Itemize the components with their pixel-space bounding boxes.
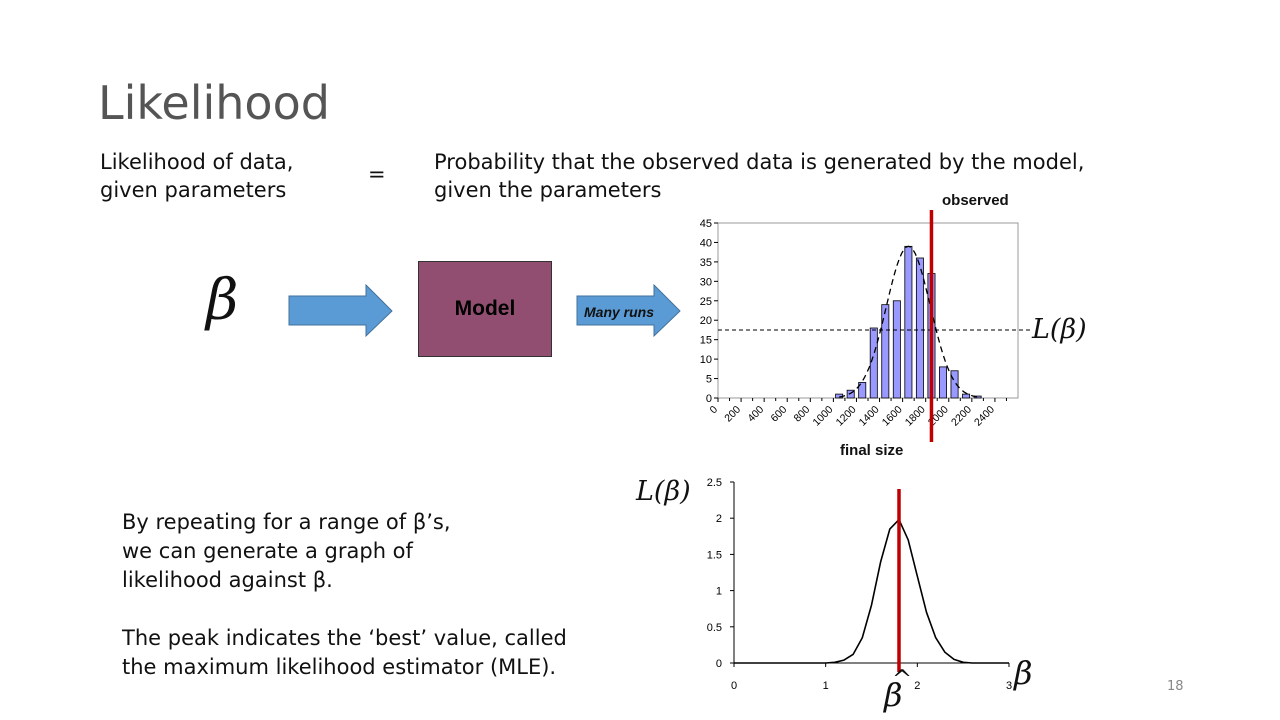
x-tick-label: 800 — [792, 404, 813, 425]
y-tick-label: 40 — [700, 237, 712, 249]
hat-accent: ^ — [892, 665, 913, 693]
histogram-bar — [962, 393, 971, 399]
y-tick-label: 1.5 — [707, 549, 722, 561]
y-tick-label: 2.5 — [707, 477, 722, 489]
x-tick-label: 2 — [914, 680, 920, 692]
x-tick-label: 1600 — [880, 404, 905, 429]
slide-number: 18 — [1167, 679, 1184, 694]
x-tick-label: 3 — [1006, 680, 1012, 692]
y-tick-label: 1 — [716, 586, 722, 598]
histogram-bar — [915, 257, 924, 399]
y-tick-label: 20 — [700, 315, 712, 327]
x-tick-label: 1000 — [811, 404, 836, 429]
x-tick-label: 1200 — [834, 404, 859, 429]
explanation-mle: The peak indicates the ‘best’ value, cal… — [122, 626, 567, 679]
y-tick-label: 0 — [716, 658, 722, 670]
histogram-bar — [858, 382, 867, 399]
x-tick-label: 2200 — [949, 404, 974, 429]
likelihood-curve-chart: 0 0.5 1 1.5 2 2.5 0 1 2 3 — [707, 477, 1012, 692]
x-tick-label: 200 — [722, 404, 743, 425]
y-tick-label: 2 — [716, 513, 722, 525]
y-tick-label: 0.5 — [707, 622, 722, 634]
beta-symbol: β — [206, 268, 239, 333]
observed-label: observed — [942, 192, 1009, 209]
y-tick-label: 45 — [700, 218, 712, 230]
slide-title: Likelihood — [98, 76, 330, 130]
beta-hat-label: β — [884, 676, 903, 714]
x-tick-label: 0 — [708, 404, 721, 417]
histogram-bar — [881, 304, 890, 399]
x-tick-label: 0 — [731, 680, 737, 692]
many-runs-label: Many runs — [584, 304, 655, 320]
histogram-bar — [846, 389, 855, 399]
x-tick-label: 2000 — [926, 404, 951, 429]
x-tick-label: 2400 — [972, 404, 997, 429]
histogram-bar — [973, 395, 982, 399]
likelihood-definition-right: Probability that the observed data is ge… — [434, 150, 1085, 202]
x-tick-label: 1 — [823, 680, 829, 692]
x-tick-label: 600 — [768, 404, 789, 425]
likelihood-definition-left: Likelihood of data, given parameters — [100, 150, 294, 202]
likelihood-axis-label: L(β) — [636, 476, 691, 507]
x-tick-label: 1400 — [857, 404, 882, 429]
equals-sign: = — [368, 162, 386, 186]
histogram-bar — [904, 245, 913, 399]
model-box: Model — [418, 261, 552, 357]
likelihood-curve-line — [734, 518, 1009, 664]
fitted-curve — [839, 245, 978, 398]
many-runs-arrow-icon — [576, 284, 681, 338]
y-tick-label: 25 — [700, 296, 712, 308]
y-tick-label: 30 — [700, 276, 712, 288]
x-tick-label: 1800 — [903, 404, 928, 429]
y-tick-label: 10 — [700, 354, 712, 366]
histogram-bar — [950, 370, 959, 399]
y-tick-label: 5 — [706, 374, 712, 386]
x-tick-label: 400 — [745, 404, 766, 425]
histogram-x-axis-label: final size — [840, 442, 904, 459]
y-tick-label: 0 — [706, 393, 712, 405]
explanation-repeat: By repeating for a range of β’s, we can … — [122, 510, 451, 592]
histogram-plot-area — [717, 222, 1019, 399]
histogram-bar — [939, 366, 947, 399]
beta-axis-label: β — [1014, 654, 1033, 692]
likelihood-level-label: L(β) — [1032, 314, 1087, 345]
y-tick-label: 35 — [700, 257, 712, 269]
histogram-bar — [869, 327, 878, 399]
y-tick-label: 15 — [700, 335, 712, 347]
histogram-bar — [892, 300, 901, 399]
right-arrow-icon — [288, 284, 393, 338]
